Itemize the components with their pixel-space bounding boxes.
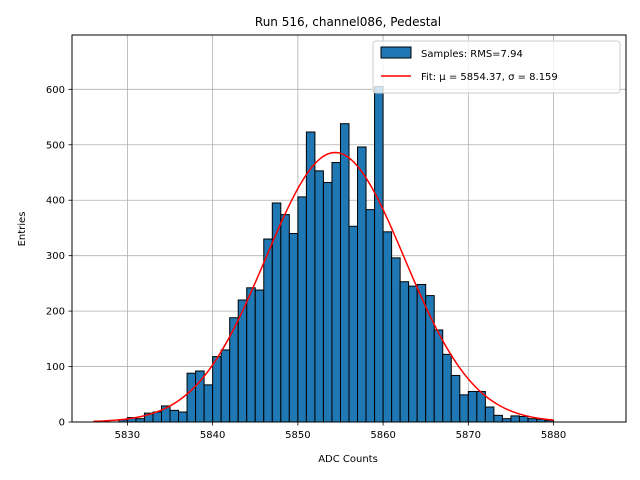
legend-histogram-swatch [380,46,412,59]
histogram-bar [399,281,410,423]
legend-fit-label: Fit: μ = 5854.37, σ = 8.159 [421,72,558,83]
chart-title: Run 516, channel086, Pedestal [255,15,441,29]
histogram-bar [246,287,256,423]
y-tick-label: 500 [46,140,65,151]
histogram-bar [382,231,393,423]
histogram-bar [288,232,299,423]
x-tick-label: 5860 [370,430,395,441]
histogram-bar [322,181,333,423]
histogram-bar [339,123,350,423]
y-tick-label: 0 [59,418,65,429]
histogram-bar [365,209,376,423]
histogram-bar [357,146,367,423]
histogram-bar [476,391,486,423]
histogram-bar [408,285,418,423]
x-tick-label: 5840 [200,430,225,441]
histogram-bar [212,356,222,423]
histogram-bar [280,214,290,423]
histogram-bar [450,374,461,423]
histogram-bar [391,257,401,423]
legend-histogram-label: Samples: RMS=7.94 [421,49,523,60]
histogram-bar [314,170,324,423]
histogram-bar [459,394,469,423]
plot-frame [71,34,627,423]
y-tick-label: 400 [46,196,65,207]
fit-curve-layer [93,151,554,423]
y-tick-label: 300 [46,251,65,262]
histogram-bar [178,411,188,423]
histogram-bar [203,384,214,423]
histogram-bar [297,196,307,423]
histogram-bar [186,372,197,423]
histogram-bar [493,414,503,423]
histogram-bar [220,349,231,423]
x-axis-label: ADC Counts [318,454,378,465]
histogram-bar [263,238,273,423]
histogram-bar [467,391,478,423]
gaussian-fit-line [93,151,554,423]
histogram-bar [518,415,529,423]
histogram-bar [348,225,359,423]
histogram-bar [510,415,520,423]
x-tick-label: 5880 [541,430,566,441]
x-tick-label: 5830 [115,430,140,441]
histogram-bar [305,131,316,423]
histogram-bar [484,406,495,423]
y-tick-label: 200 [46,307,65,318]
histogram-bars [118,86,555,423]
y-axis-label: Entries [17,212,28,247]
histogram-bar [442,353,452,423]
axis-ticks: 5830 5840 5850 5860 5870 5880 0 100 200 300 400 500… [46,85,566,441]
histogram-bar [331,162,341,423]
histogram-bar [433,329,444,423]
histogram-bar [374,86,384,423]
histogram-bar [169,409,180,423]
x-tick-label: 5850 [285,430,310,441]
histogram-bar [271,202,282,423]
legend-box [372,40,621,94]
legend: Samples: RMS=7.94 Fit: μ = 5854.37, σ = … [372,40,621,94]
x-tick-label: 5870 [456,430,481,441]
histogram-bar [254,289,265,423]
y-tick-label: 600 [46,85,65,96]
y-tick-label: 100 [46,362,65,373]
